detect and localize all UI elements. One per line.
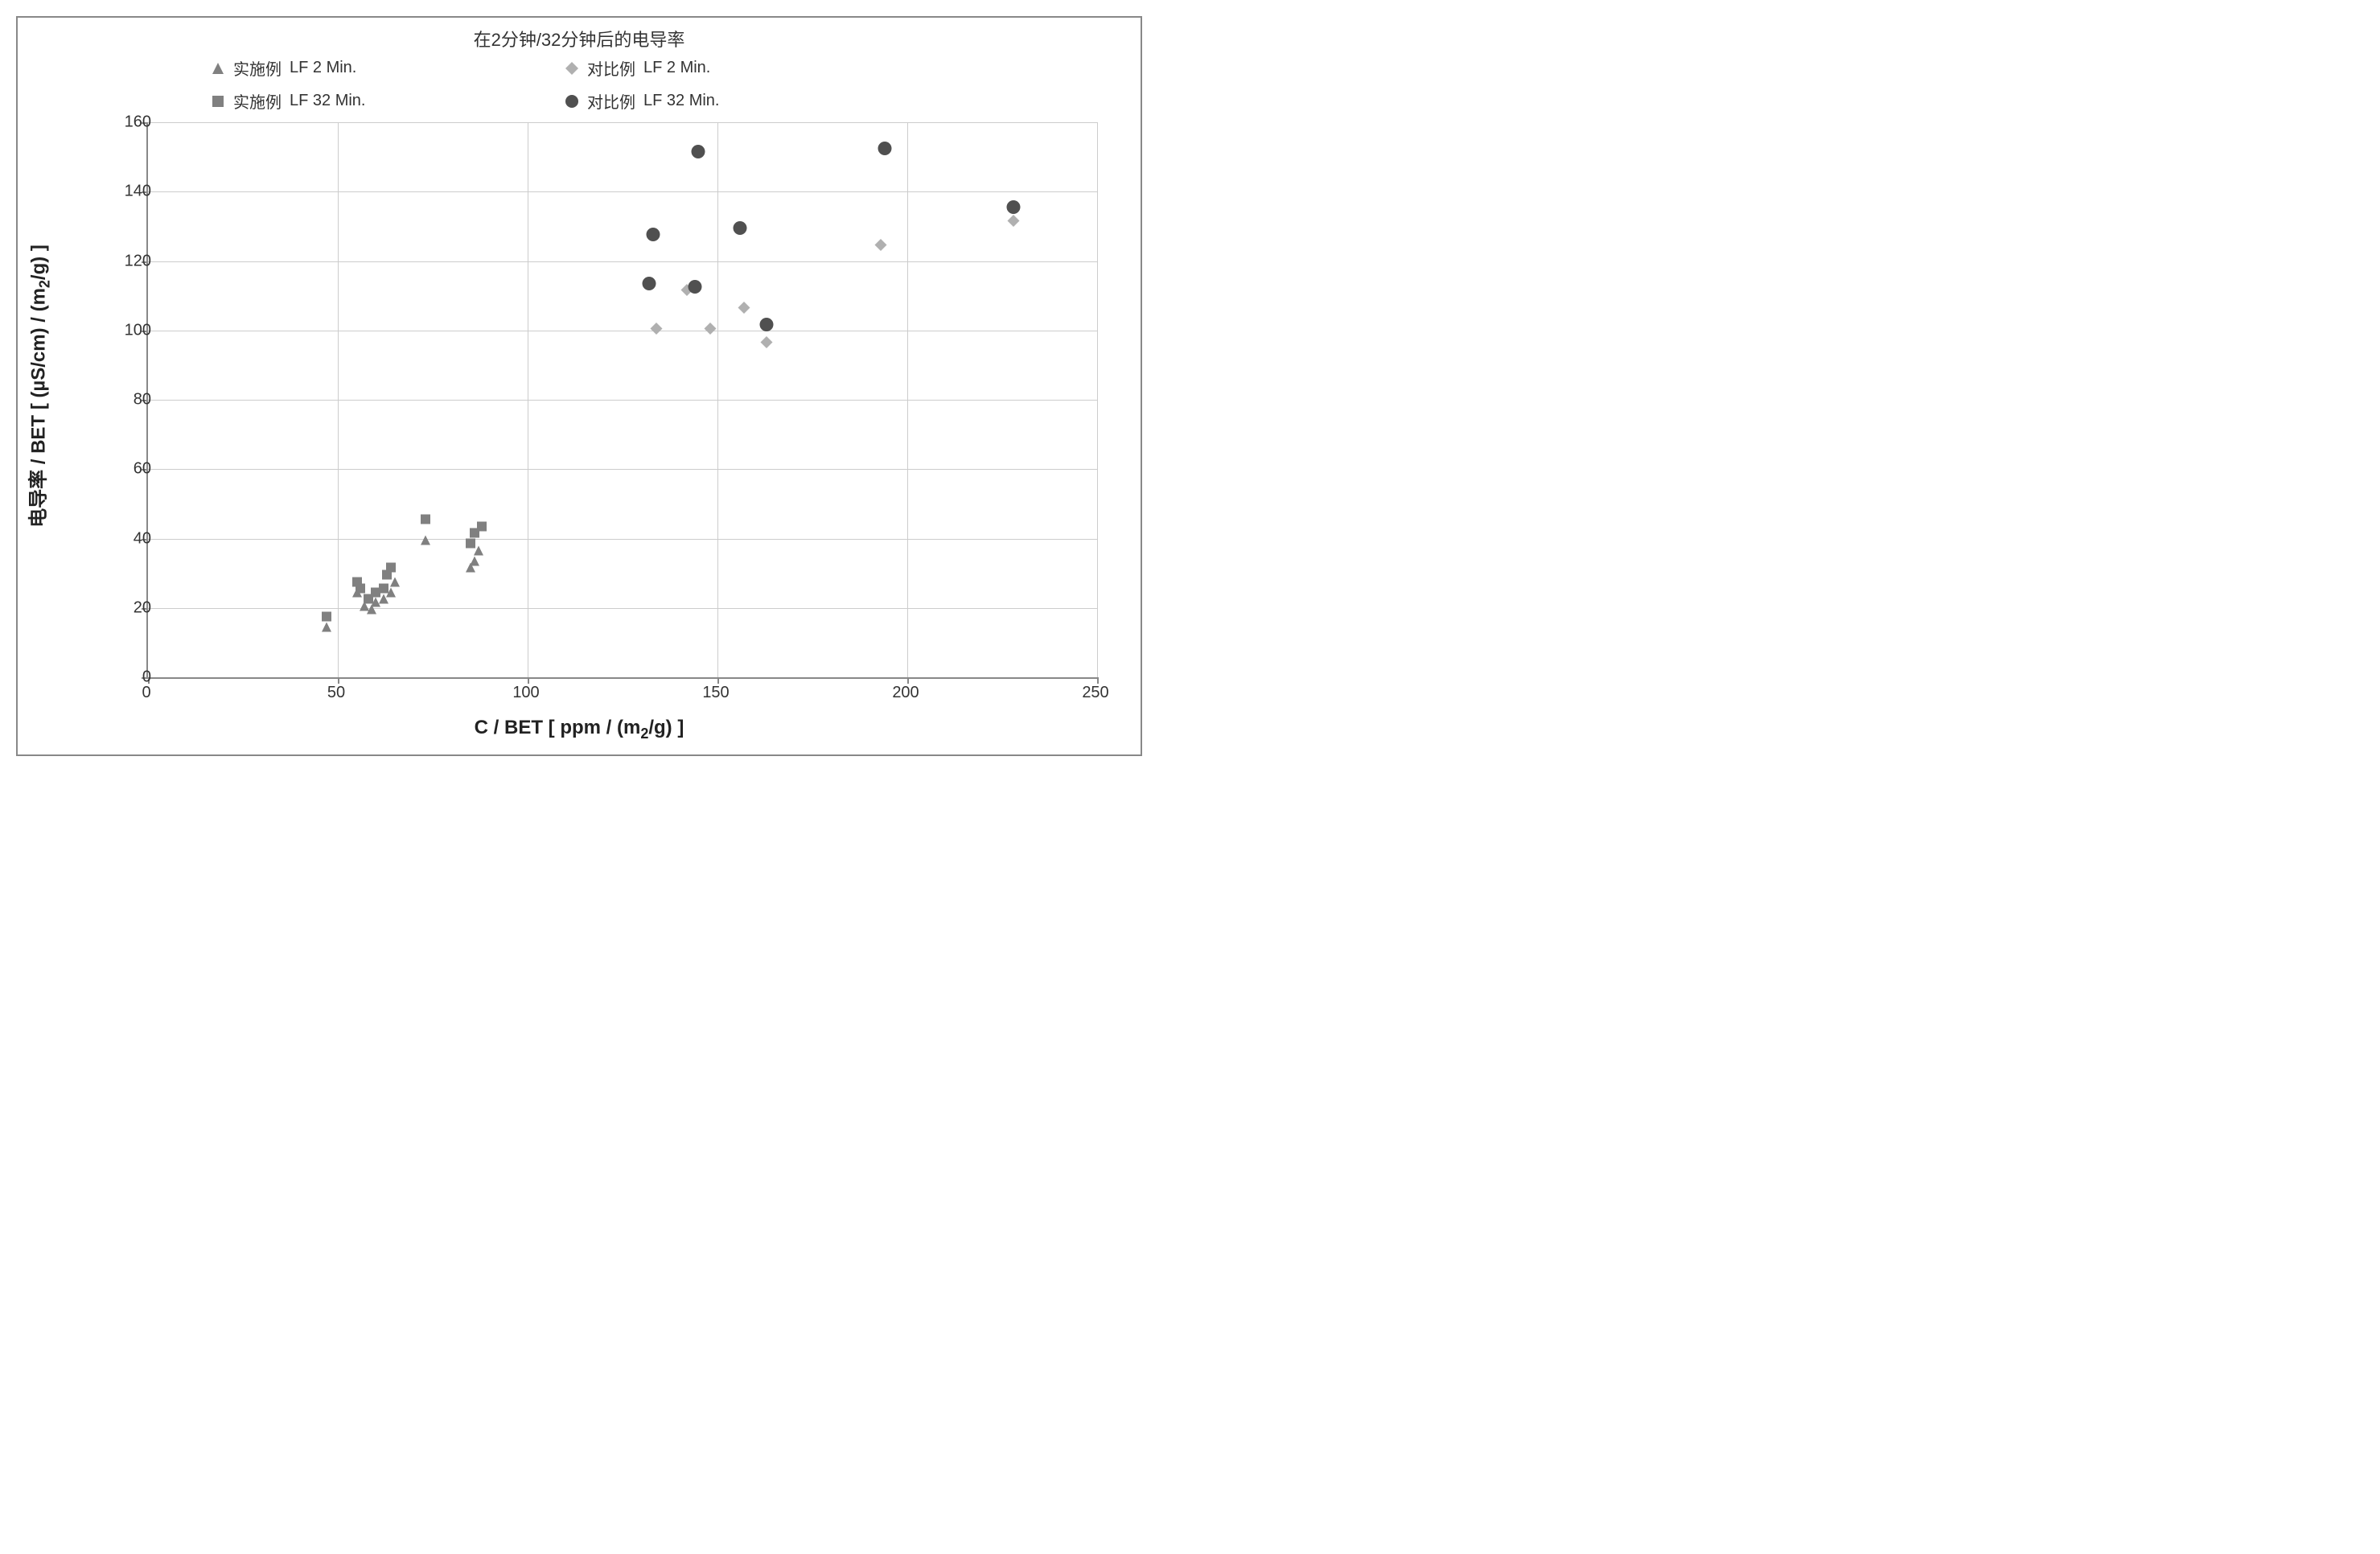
x-tick-label: 200 (892, 684, 919, 702)
legend-item-series-2: 实施例 LF 32 Min. (211, 89, 468, 113)
x-tick-mark (717, 677, 719, 684)
x-tick-mark (338, 677, 339, 684)
data-point (874, 239, 886, 255)
data-point (733, 220, 747, 239)
gridline-horizontal (148, 608, 1097, 609)
x-tick-label: 150 (702, 684, 729, 702)
gridline-vertical (1097, 122, 1098, 677)
data-point (761, 336, 773, 352)
legend-label-4-prefix: 对比例 (587, 89, 635, 113)
legend: 实施例 LF 2 Min. 对比例 LF 2 Min. 实施例 LF 32 Mi… (211, 56, 822, 113)
gridline-horizontal (148, 122, 1097, 123)
data-point (420, 534, 431, 549)
data-point (651, 323, 663, 339)
legend-label-1-prefix: 实施例 (233, 56, 282, 80)
data-point (1006, 199, 1021, 218)
legend-label-2-prefix: 实施例 (233, 89, 282, 113)
x-tick-label: 50 (327, 684, 345, 702)
y-tick-label: 140 (103, 183, 151, 201)
x-tick-label: 100 (512, 684, 539, 702)
legend-label-3-prefix: 对比例 (587, 56, 635, 80)
legend-item-series-4: 对比例 LF 32 Min. (565, 89, 822, 113)
gridline-horizontal (148, 191, 1097, 192)
data-point (321, 610, 332, 626)
y-tick-label: 40 (103, 529, 151, 548)
data-point (646, 228, 660, 246)
legend-label-4-suffix: LF 32 Min. (643, 92, 719, 110)
legend-item-series-1: 实施例 LF 2 Min. (211, 56, 468, 80)
data-point (759, 318, 774, 336)
triangle-icon (211, 61, 225, 76)
data-point (420, 513, 431, 528)
plot-area (146, 122, 1097, 679)
legend-label-1-suffix: LF 2 Min. (290, 59, 356, 77)
gridline-horizontal (148, 400, 1097, 401)
x-tick-label: 250 (1082, 684, 1108, 702)
circle-icon (565, 94, 579, 109)
y-axis-label: 电导率 / BET [ (µS/cm) / (m2/g) ] (23, 245, 54, 528)
y-tick-label: 120 (103, 252, 151, 270)
y-tick-label: 80 (103, 391, 151, 409)
data-point (378, 583, 389, 598)
data-point (704, 323, 716, 339)
square-icon (211, 94, 225, 109)
gridline-horizontal (148, 261, 1097, 262)
diamond-icon (565, 61, 579, 76)
y-tick-label: 60 (103, 460, 151, 479)
y-tick-label: 0 (103, 668, 151, 687)
chart-container: 在2分钟/32分钟后的电导率 实施例 LF 2 Min. 对比例 LF 2 Mi… (16, 16, 1142, 756)
data-point (385, 562, 397, 578)
x-axis-label: C / BET [ ppm / (m2/g) ] (18, 717, 1141, 742)
data-point (691, 144, 705, 162)
legend-item-series-3: 对比例 LF 2 Min. (565, 56, 822, 80)
data-point (642, 276, 656, 294)
x-tick-mark (1097, 677, 1099, 684)
data-point (476, 520, 487, 536)
y-tick-label: 20 (103, 598, 151, 617)
gridline-horizontal (148, 469, 1097, 470)
data-point (738, 302, 750, 318)
data-point (688, 280, 702, 298)
legend-label-3-suffix: LF 2 Min. (643, 59, 710, 77)
legend-label-2-suffix: LF 32 Min. (290, 92, 365, 110)
x-tick-mark (528, 677, 529, 684)
data-point (878, 141, 892, 159)
y-tick-label: 100 (103, 321, 151, 339)
chart-title: 在2分钟/32分钟后的电导率 (18, 26, 1141, 51)
gridline-horizontal (148, 539, 1097, 540)
y-tick-label: 160 (103, 113, 151, 132)
x-tick-mark (907, 677, 909, 684)
